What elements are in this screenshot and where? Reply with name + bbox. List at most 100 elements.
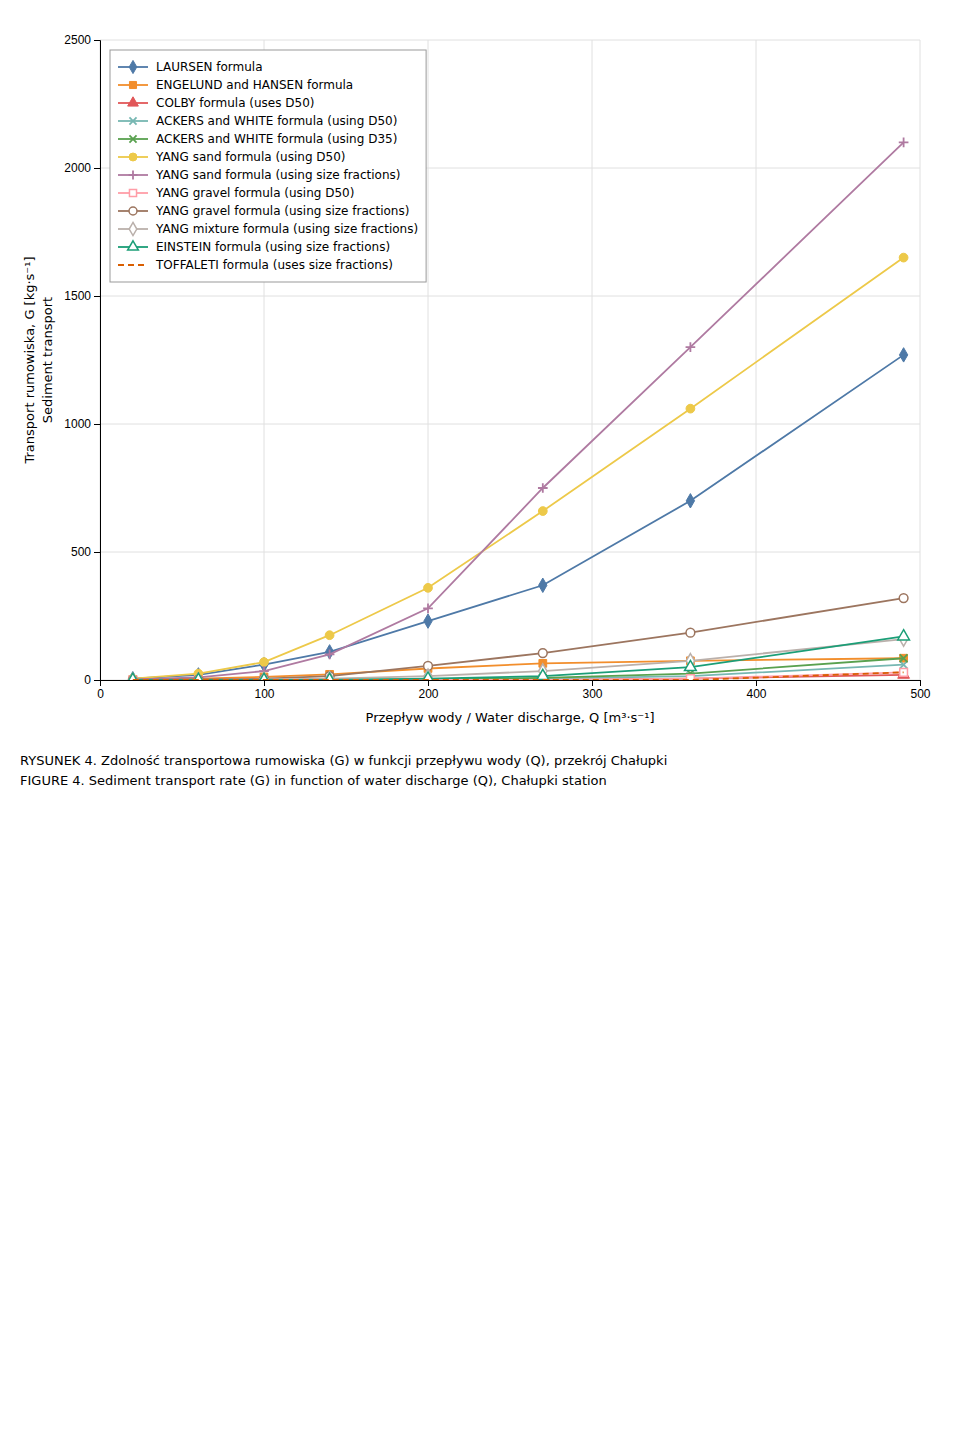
y-tick-label: 2000: [64, 161, 91, 175]
series-marker: [422, 672, 434, 680]
legend-label: YANG sand formula (using D50): [155, 150, 346, 164]
legend-label: ENGELUND and HANSEN formula: [156, 78, 353, 92]
chart: 010020030040050005001000150020002500Prze…: [0, 0, 960, 1454]
series: [129, 632, 908, 680]
series-marker: [686, 342, 696, 352]
y-axis-line: [94, 41, 101, 681]
legend-swatch: [118, 264, 148, 266]
y-tick-mark: [94, 296, 100, 297]
series-marker: [127, 673, 139, 680]
subtitle: FIGURE 4. Sediment transport rate (G) in…: [20, 773, 607, 788]
legend-swatch-marker: [129, 60, 137, 73]
legend-swatch-marker: [129, 171, 138, 180]
legend-swatch-marker: [129, 153, 137, 161]
grid-line-y: [100, 424, 920, 425]
legend-box: [110, 50, 426, 282]
x-tick-mark: [428, 680, 429, 686]
series-marker: [324, 673, 336, 680]
series: [133, 672, 904, 680]
x-tick-label: 0: [97, 687, 104, 701]
legend-item: YANG sand formula (using size fractions): [118, 168, 400, 182]
y-tick-label: 1000: [64, 417, 91, 431]
x-tick: 0: [97, 680, 104, 701]
x-tick-label: 500: [910, 687, 930, 701]
legend-item: ACKERS and WHITE formula (using D35): [118, 132, 397, 146]
legend-label: LAURSEN formula: [156, 60, 263, 74]
series: [127, 630, 910, 680]
legend-swatch-marker: [129, 189, 136, 196]
legend-label: TOFFALETI formula (uses size fractions): [155, 258, 393, 272]
series-marker: [258, 673, 270, 680]
legend-swatch-marker: [129, 117, 136, 124]
series-marker: [423, 603, 433, 613]
y-tick-label: 1500: [64, 289, 91, 303]
grid-line-y: [100, 296, 920, 297]
y-tick-mark: [94, 168, 100, 169]
grid: [100, 40, 920, 680]
legend-label: EINSTEIN formula (using size fractions): [156, 240, 390, 254]
series-line: [133, 639, 904, 680]
x-axis: 0100200300400500: [97, 680, 931, 701]
legend-label: ACKERS and WHITE formula (using D35): [156, 132, 397, 146]
series-marker: [899, 348, 907, 362]
grid-line-x: [920, 40, 921, 680]
legend-swatch-marker: [129, 135, 136, 142]
series-marker: [260, 658, 269, 667]
y-tick-mark: [94, 680, 100, 681]
series-marker: [537, 669, 549, 679]
series-marker: [899, 138, 909, 148]
series-marker: [258, 673, 270, 680]
legend: LAURSEN formula ENGELUND and HANSEN formu…: [110, 50, 426, 282]
series-marker: [538, 483, 548, 493]
series-line: [133, 672, 904, 680]
series-marker: [686, 494, 694, 508]
series-marker: [685, 660, 697, 670]
y-tick: 0: [84, 673, 100, 687]
y-axis-title: Sediment transport: [40, 297, 55, 423]
series-marker: [325, 650, 335, 660]
series-line: [133, 636, 904, 680]
series-line: [133, 258, 904, 679]
legend-item: YANG gravel formula (using size fraction…: [118, 204, 409, 218]
legend-item: ENGELUND and HANSEN formula: [118, 78, 353, 92]
y-axis: 0 500 1000 1500 2000 2500: [64, 33, 100, 687]
series-line: [133, 598, 904, 680]
y-tick: 1500: [64, 289, 100, 303]
x-tick: 300: [582, 680, 602, 701]
legend-label: YANG sand formula (using size fractions): [155, 168, 400, 182]
y-axis-title: Transport rumowiska, G [kg·s⁻¹]: [22, 257, 37, 465]
legend-label: YANG gravel formula (using size fraction…: [155, 204, 409, 218]
x-axis-title: Przepływ wody / Water discharge, Q [m³·s…: [366, 710, 655, 725]
y-tick-label: 0: [84, 673, 91, 687]
series-marker: [538, 649, 547, 658]
grid-line-x: [592, 40, 593, 680]
legend-swatch-marker: [129, 222, 137, 235]
series-marker: [127, 673, 139, 680]
y-tick: 2500: [64, 33, 100, 47]
legend-item: YANG mixture formula (using size fractio…: [118, 222, 418, 236]
legend-item: LAURSEN formula: [118, 60, 263, 74]
grid-line-x: [756, 40, 757, 680]
series-marker: [686, 628, 695, 637]
x-tick-mark: [264, 680, 265, 686]
x-tick-label: 400: [746, 687, 766, 701]
x-tick-mark: [592, 680, 593, 686]
series-line: [133, 142, 904, 679]
legend-swatch-marker: [129, 81, 136, 88]
x-tick-mark: [756, 680, 757, 686]
series-marker: [539, 578, 547, 592]
y-tick: 2000: [64, 161, 100, 175]
series-marker: [325, 645, 333, 659]
series-marker: [900, 654, 908, 662]
y-tick-mark: [94, 40, 100, 41]
series-marker: [193, 673, 205, 680]
series: [128, 253, 908, 680]
y-tick: 500: [71, 545, 100, 559]
y-tick-label: 500: [71, 545, 91, 559]
legend-item: YANG sand formula (using D50): [118, 150, 346, 164]
series-marker: [898, 630, 910, 640]
grid-line-y: [100, 40, 920, 41]
legend-item: ACKERS and WHITE formula (using D50): [118, 114, 397, 128]
y-tick-label: 2500: [64, 33, 91, 47]
series-marker: [538, 507, 547, 516]
